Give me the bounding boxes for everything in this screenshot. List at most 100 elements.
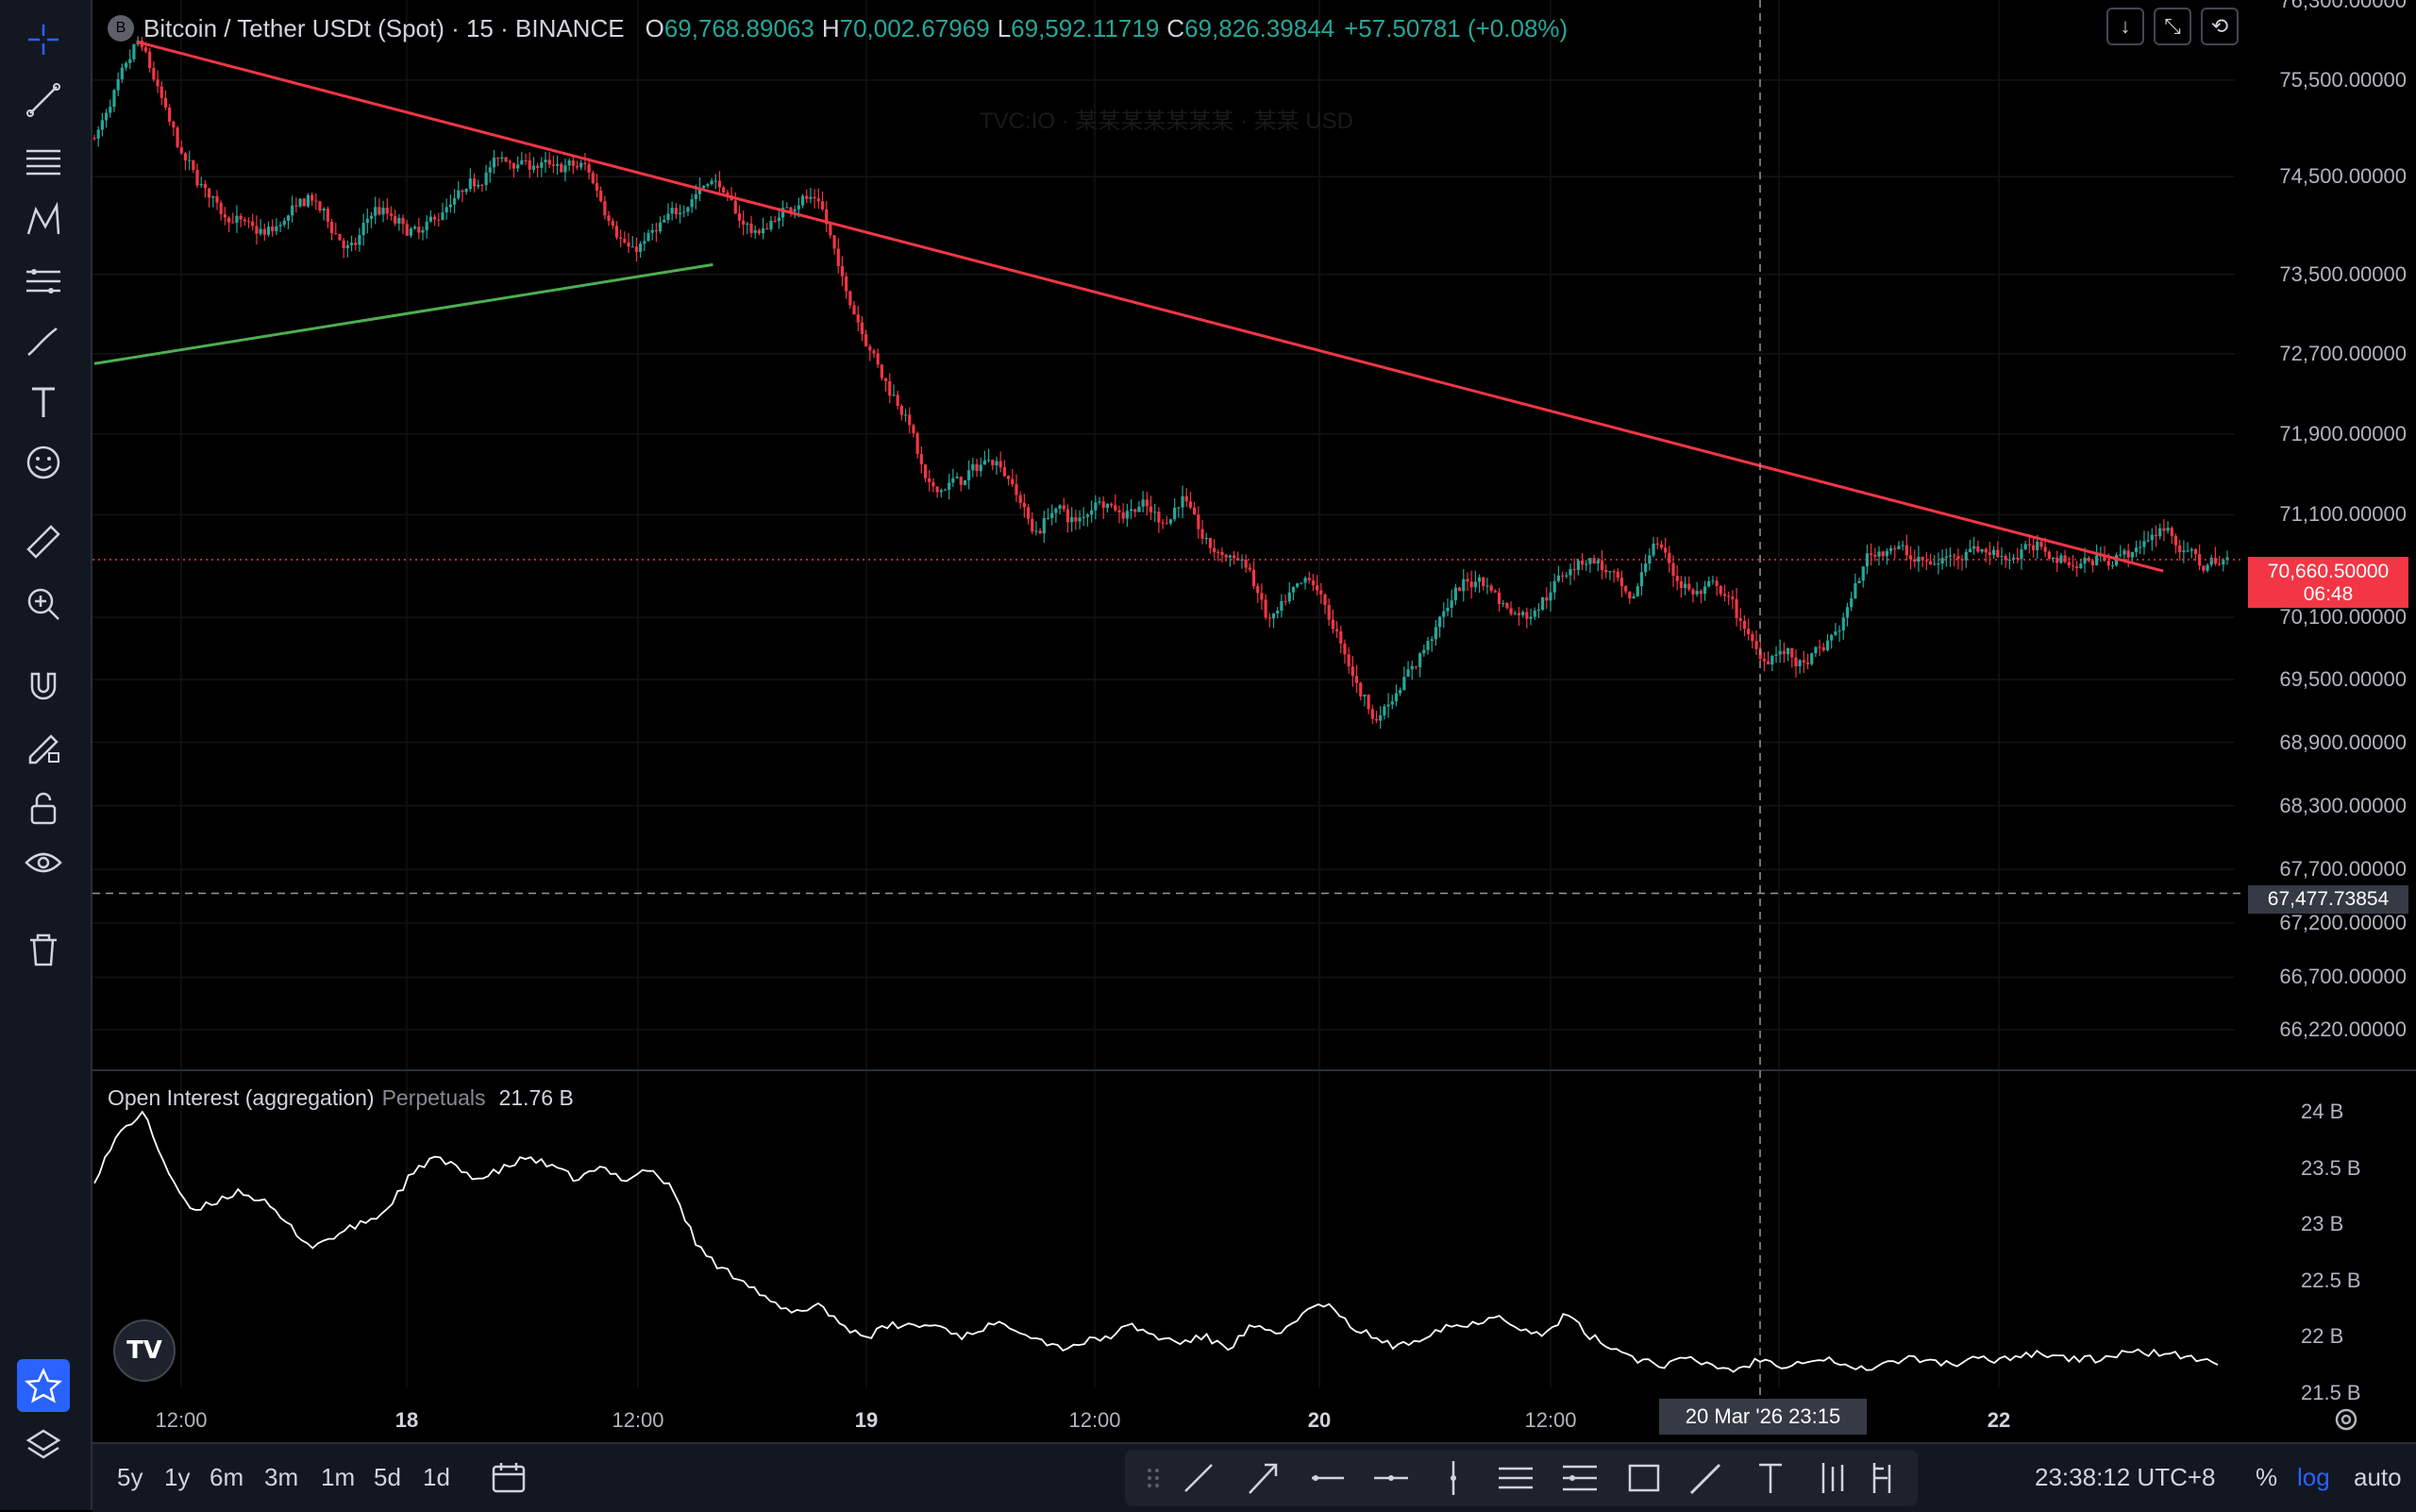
range-1y-button[interactable]: 1y <box>164 1463 191 1491</box>
candle-body <box>856 314 860 323</box>
candle-body <box>2119 554 2122 556</box>
range-5y-button[interactable]: 5y <box>117 1463 143 1491</box>
text-tool-icon[interactable] <box>17 376 70 428</box>
pattern-tool-icon[interactable] <box>17 194 70 247</box>
candle-body <box>1695 591 1699 595</box>
candle-body <box>820 201 825 210</box>
candle-body <box>1015 484 1018 496</box>
candle-body <box>1121 512 1125 519</box>
candle-body <box>1735 598 1738 619</box>
trendline-tool-icon[interactable] <box>17 74 70 126</box>
oi-title[interactable]: Open Interest (aggregation) <box>108 1085 375 1110</box>
range-5d-button[interactable]: 5d <box>374 1463 401 1491</box>
candle-body <box>1351 666 1354 677</box>
fib-retracement-icon[interactable] <box>1559 1457 1601 1499</box>
candle-body <box>1560 575 1565 577</box>
chart-area[interactable]: TVC:IO · 某某某某某某某 · 某某 USD B Bitcoin / Te… <box>92 0 2416 1442</box>
unlock-icon[interactable] <box>17 781 70 834</box>
date-range-icon[interactable] <box>491 1461 528 1500</box>
candle-body <box>1722 594 1727 596</box>
candle-body <box>948 482 951 490</box>
candle-body <box>378 207 381 215</box>
candle-body <box>1612 571 1616 573</box>
candle-body <box>2043 546 2047 552</box>
candle-body <box>1588 558 1592 564</box>
candle-body <box>1149 506 1153 512</box>
log-toggle[interactable]: log <box>2297 1463 2330 1491</box>
candle-body <box>2146 540 2150 542</box>
layers-icon[interactable] <box>17 1420 70 1472</box>
range-1d-button[interactable]: 1d <box>423 1463 450 1491</box>
candle-body <box>1509 608 1513 614</box>
range-3m-button[interactable]: 3m <box>264 1463 299 1491</box>
candle-body <box>682 211 686 213</box>
candle-body <box>1992 549 1996 555</box>
candle-body <box>1533 611 1536 617</box>
brush-tool-icon[interactable] <box>17 315 70 368</box>
candle-body <box>1619 578 1624 587</box>
tradingview-logo[interactable]: TV <box>113 1319 176 1382</box>
symbol-icon[interactable]: B <box>108 15 134 42</box>
horizontal-line-icon[interactable] <box>1370 1457 1412 1499</box>
candle-body <box>876 353 880 365</box>
text-icon[interactable] <box>1750 1457 1791 1499</box>
auto-toggle[interactable]: auto <box>2354 1463 2402 1491</box>
candle-body <box>1232 555 1236 559</box>
change-value: +57.50781 (+0.08%) <box>1344 13 1569 42</box>
parallel-channel-icon[interactable] <box>1495 1457 1536 1499</box>
candle-body <box>789 207 793 211</box>
drag-handle-icon[interactable] <box>1132 1457 1174 1499</box>
candle-body <box>908 414 912 426</box>
trash-icon[interactable] <box>17 923 70 976</box>
zoom-in-icon[interactable] <box>17 578 70 630</box>
emoji-tool-icon[interactable] <box>17 436 70 489</box>
forecast-tool-icon[interactable] <box>17 255 70 308</box>
ruler-tool-icon[interactable] <box>17 515 70 568</box>
arrow-icon[interactable] <box>1242 1457 1284 1499</box>
candle-body <box>2051 557 2055 560</box>
long-position-icon[interactable] <box>1812 1457 1854 1499</box>
candle-body <box>1054 508 1058 513</box>
candle-body <box>1251 569 1256 586</box>
vertical-line-icon[interactable] <box>1433 1457 1474 1499</box>
clock[interactable]: 23:38:12 UTC+8 <box>2035 1463 2216 1491</box>
fib-tool-icon[interactable] <box>17 134 70 187</box>
eye-icon[interactable] <box>17 836 70 889</box>
brush-icon[interactable] <box>1686 1457 1727 1499</box>
crosshair-tool-icon[interactable] <box>17 13 70 66</box>
candle-body <box>1137 506 1141 512</box>
candle-body <box>496 158 500 160</box>
percent-toggle[interactable]: % <box>2256 1463 2278 1491</box>
settings-gear-icon[interactable] <box>2331 1404 2361 1439</box>
candle-body <box>246 221 251 223</box>
candle-body <box>2103 555 2106 562</box>
candle-body <box>1469 581 1473 588</box>
range-6m-button[interactable]: 6m <box>210 1463 244 1491</box>
candle-body <box>1477 577 1482 582</box>
chart-canvas[interactable] <box>92 0 2416 1442</box>
lock-drawing-icon[interactable] <box>17 719 70 772</box>
bar-pattern-icon[interactable] <box>1865 1457 1906 1499</box>
candle-body <box>975 463 979 472</box>
candle-body <box>1837 630 1841 632</box>
candle-body <box>1193 507 1197 515</box>
refresh-button[interactable]: ⟲ <box>2201 8 2239 45</box>
candle-body <box>1347 654 1351 667</box>
trendline-icon[interactable] <box>1178 1457 1219 1499</box>
candle-body <box>2166 528 2170 531</box>
candle-body <box>516 164 520 169</box>
candle-body <box>148 51 152 69</box>
collapse-button[interactable]: ⤡ <box>2154 8 2191 45</box>
horizontal-ray-icon[interactable] <box>1306 1457 1348 1499</box>
candle-body <box>706 184 710 186</box>
candle-body <box>995 461 998 466</box>
magnet-icon[interactable] <box>17 659 70 712</box>
symbol-title[interactable]: Bitcoin / Tether USDt (Spot) · 15 · BINA… <box>143 13 625 42</box>
range-1m-button[interactable]: 1m <box>321 1463 356 1491</box>
candle-body <box>560 163 563 173</box>
scroll-down-button[interactable]: ↓ <box>2106 8 2144 45</box>
candle-body <box>1798 660 1802 666</box>
rectangle-icon[interactable] <box>1623 1457 1665 1499</box>
favorites-star-icon[interactable] <box>17 1359 70 1412</box>
candle-body <box>1434 627 1438 640</box>
